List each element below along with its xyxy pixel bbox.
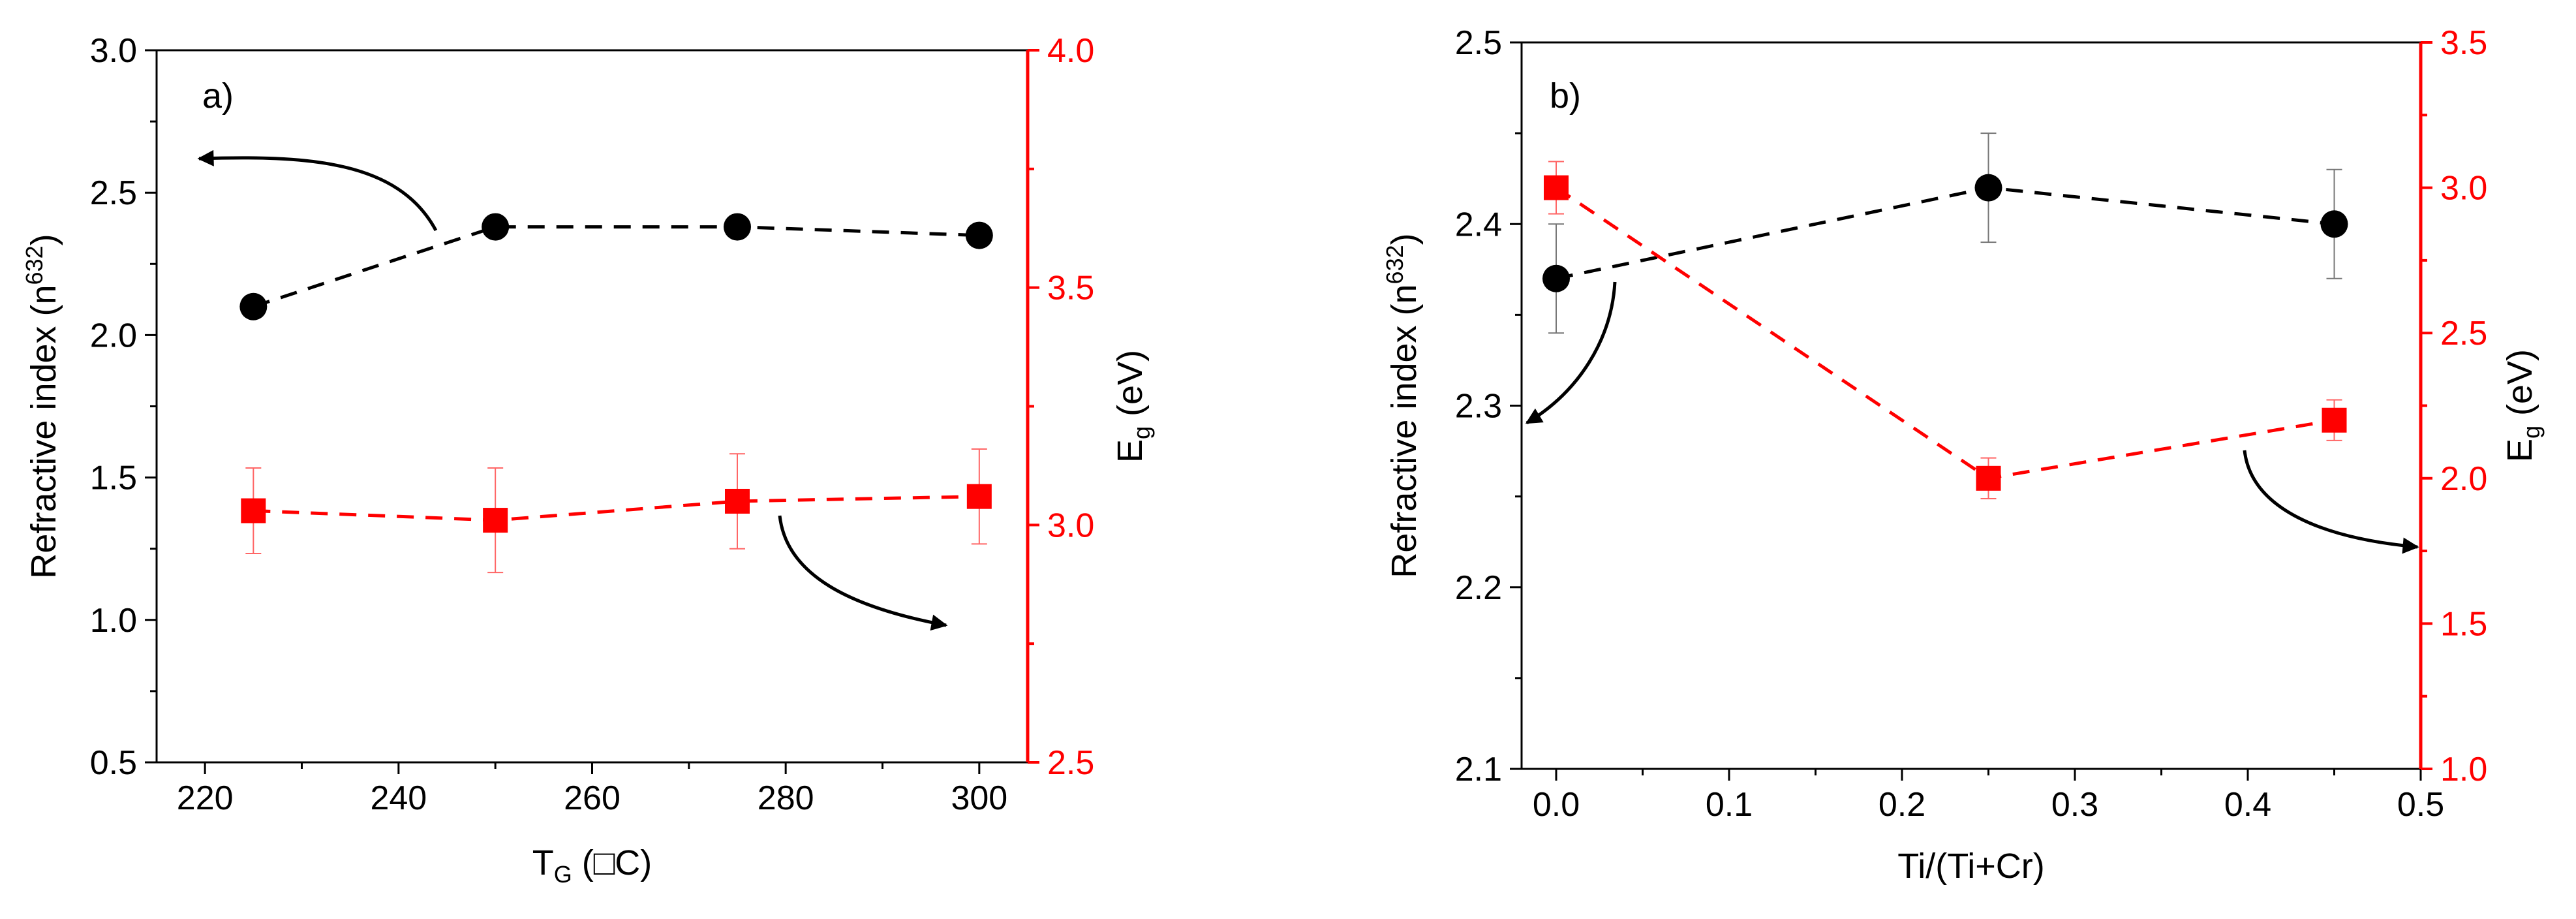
right-y-tick-label: 1.0 bbox=[2440, 751, 2487, 788]
panel-label: a) bbox=[202, 76, 234, 116]
left-y-tick-label: 2.1 bbox=[1455, 751, 1502, 788]
x-axis-label: TG (□C) bbox=[532, 843, 652, 888]
eg-point bbox=[241, 498, 266, 523]
eg-point bbox=[966, 484, 992, 509]
refractive-index-point bbox=[724, 213, 751, 241]
eg-point bbox=[2322, 407, 2347, 433]
right-y-tick-label: 2.5 bbox=[1047, 744, 1094, 782]
refractive-index-point bbox=[965, 221, 993, 249]
refractive-index-point bbox=[1542, 264, 1570, 292]
eg-point bbox=[483, 508, 508, 533]
x-tick-label: 260 bbox=[564, 779, 621, 817]
eg-line bbox=[1555, 186, 2335, 480]
left-axis-arrow bbox=[197, 149, 438, 232]
refractive-index-point bbox=[2320, 210, 2348, 238]
right-axis-arrow bbox=[778, 515, 948, 631]
left-y-axis-label: Refractive index (n632) bbox=[21, 234, 63, 578]
x-tick-label: 220 bbox=[177, 779, 234, 817]
right-y-tick-label: 3.5 bbox=[2440, 24, 2487, 62]
eg-point bbox=[725, 488, 750, 514]
refractive-index-line bbox=[1556, 186, 2335, 281]
left-y-tick-label: 2.4 bbox=[1455, 206, 1502, 243]
x-tick-label: 300 bbox=[951, 779, 1007, 817]
x-tick-label: 0.0 bbox=[1533, 786, 1580, 824]
right-y-axis-label: Eg (eV) bbox=[2500, 349, 2545, 462]
x-tick-label: 0.2 bbox=[1878, 786, 1925, 824]
chart-panel-b: 0.0 0.1 0.2 0.3 0.4 0.5 2.1 2.2 2.3 2.4 2.5 1.0 1.5 2… bbox=[1381, 24, 2545, 886]
right-y-tick-label: 3.0 bbox=[1047, 506, 1094, 544]
x-tick-label: 0.5 bbox=[2397, 786, 2444, 824]
left-y-tick-label: 2.2 bbox=[1455, 569, 1502, 607]
eg-point bbox=[1976, 465, 2001, 491]
right-y-tick-label: 1.5 bbox=[2440, 605, 2487, 643]
left-y-axis-label: Refractive index (n632) bbox=[1381, 233, 1424, 578]
left-y-tick-label: 1.0 bbox=[90, 602, 137, 640]
left-y-tick-label: 2.3 bbox=[1455, 388, 1502, 426]
right-axis-arrow bbox=[2243, 450, 2419, 554]
x-tick-label: 240 bbox=[370, 779, 427, 817]
right-y-tick-label: 3.0 bbox=[2440, 170, 2487, 208]
panel-label: b) bbox=[1550, 76, 1581, 116]
eg-line bbox=[253, 495, 979, 522]
right-y-axis-label: Eg (eV) bbox=[1111, 350, 1155, 463]
x-axis-label: Ti/(Ti+Cr) bbox=[1897, 847, 2044, 886]
left-y-tick-label: 0.5 bbox=[90, 744, 137, 782]
left-y-tick-label: 2.5 bbox=[1455, 24, 1502, 62]
x-tick-label: 0.1 bbox=[1706, 786, 1753, 824]
right-y-tick-label: 3.5 bbox=[1047, 270, 1094, 307]
x-tick-label: 0.3 bbox=[2051, 786, 2098, 824]
eg-point bbox=[1544, 175, 1569, 200]
right-y-tick-label: 2.0 bbox=[2440, 460, 2487, 498]
refractive-index-line bbox=[253, 225, 979, 309]
refractive-index-point bbox=[482, 213, 510, 241]
right-y-tick-label: 2.5 bbox=[2440, 315, 2487, 352]
left-y-tick-label: 2.5 bbox=[90, 174, 137, 212]
left-axis-arrow bbox=[1525, 281, 1617, 425]
refractive-index-point bbox=[239, 292, 268, 320]
left-y-tick-label: 2.0 bbox=[90, 317, 137, 354]
x-tick-label: 280 bbox=[758, 779, 814, 817]
chart-panel-a: 220 240 260 280 300 0.5 1.0 1.5 2.0 2.5 3.0 2.5 3.0 3… bbox=[21, 32, 1155, 888]
refractive-index-point bbox=[1974, 174, 2002, 202]
left-y-tick-label: 3.0 bbox=[90, 32, 137, 70]
x-tick-label: 0.4 bbox=[2224, 786, 2271, 824]
left-y-tick-label: 1.5 bbox=[90, 460, 137, 497]
right-y-tick-label: 4.0 bbox=[1047, 32, 1094, 70]
